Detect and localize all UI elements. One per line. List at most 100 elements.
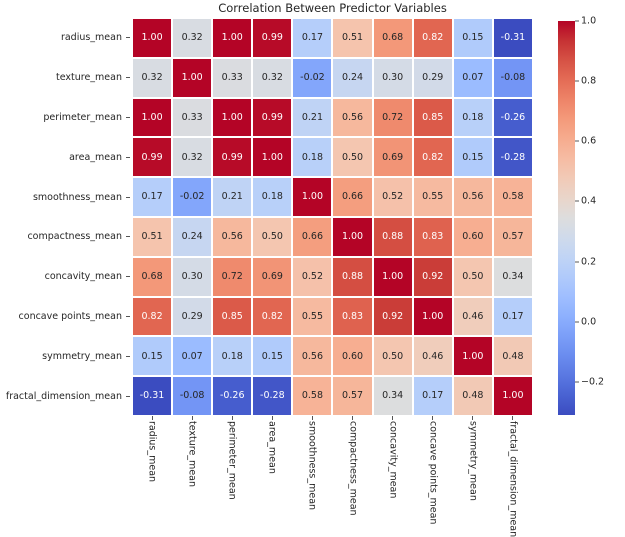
x-axis-label-slot: radius_mean: [132, 421, 172, 537]
heatmap-cell-value: 1.00: [141, 32, 163, 44]
x-axis-tick-mark: [212, 416, 252, 421]
y-axis-label: compactness_mean: [27, 231, 122, 243]
heatmap-cell-value: 0.55: [422, 191, 444, 203]
x-axis-tick-mark: [172, 416, 212, 421]
heatmap-cell-value: 0.55: [301, 310, 324, 322]
heatmap-cell: 0.50: [252, 216, 293, 257]
heatmap-cell: 0.15: [252, 336, 293, 377]
y-axis-label: fractal_dimension_mean: [5, 390, 122, 402]
heatmap-cell: 0.69: [252, 256, 293, 297]
heatmap-cell: 0.68: [132, 256, 173, 297]
heatmap-cell: 0.85: [212, 296, 253, 337]
heatmap-cell-value: -0.28: [260, 390, 285, 402]
x-axis-label: compactness_mean: [347, 421, 359, 516]
y-axis-tick-mark: [126, 297, 132, 337]
y-axis-label: radius_mean: [60, 32, 122, 44]
heatmap-cell: -0.31: [132, 376, 173, 416]
heatmap-cell: 0.34: [372, 376, 413, 416]
heatmap-cell: 0.99: [212, 137, 253, 178]
colorbar-tick-group: 1.0 0.8 0.6 0.4 0.2 0.0 −0.2: [575, 15, 618, 416]
y-axis-label: texture_mean: [55, 72, 122, 84]
colorbar-tick: −0.2: [575, 376, 604, 387]
heatmap-cell: 0.34: [492, 256, 533, 297]
heatmap-cell-value: 0.29: [422, 71, 444, 83]
colorbar-tick-label: 0.2: [581, 256, 597, 268]
heatmap-cell-value: 0.50: [382, 350, 404, 362]
y-axis-label: concavity_mean: [44, 271, 122, 283]
heatmap-cell-value: 0.69: [382, 151, 404, 163]
heatmap-cell-value: 0.21: [221, 191, 243, 203]
heatmap-cell-value: -0.31: [139, 390, 165, 402]
heatmap-cell-value: 0.60: [341, 350, 364, 362]
heatmap-cell: 0.56: [212, 216, 253, 257]
heatmap-cell-value: 0.32: [261, 71, 283, 83]
heatmap-cell-value: 0.57: [502, 231, 524, 243]
heatmap-cell-value: 0.32: [181, 151, 203, 163]
heatmap-cell: -0.02: [172, 177, 213, 217]
heatmap-cell: 0.15: [132, 336, 173, 377]
heatmap-cell-value: 0.83: [422, 231, 444, 243]
heatmap-cell: 0.52: [292, 256, 333, 297]
chart-title: Correlation Between Predictor Variables: [218, 1, 447, 15]
heatmap-cell: 1.00: [372, 256, 413, 297]
heatmap-cell: 1.00: [212, 97, 253, 138]
heatmap-cell-value: 0.46: [422, 350, 444, 362]
heatmap-cell-value: 0.82: [422, 32, 444, 44]
heatmap-cell: 1.00: [492, 376, 533, 416]
colorbar-tick-label: −0.2: [581, 376, 605, 388]
heatmap-cell: 0.50: [452, 256, 493, 297]
heatmap-cell: 0.83: [412, 216, 453, 257]
y-axis-tick-mark: [126, 257, 132, 297]
heatmap-cell-value: 0.58: [301, 390, 324, 402]
heatmap-cell-value: -0.02: [179, 191, 205, 203]
heatmap-cell: 0.17: [492, 296, 533, 337]
heatmap-cell: -0.08: [172, 376, 213, 416]
colorbar-tick-label: 1.0: [581, 15, 597, 27]
heatmap-cell-value: 0.68: [141, 270, 163, 282]
heatmap-cell-value: 1.00: [301, 191, 324, 203]
heatmap-cell-value: -0.31: [500, 32, 526, 44]
heatmap-cell-value: 0.82: [141, 310, 163, 322]
heatmap-cell: 0.21: [292, 97, 333, 138]
heatmap-cell-value: 0.88: [341, 270, 364, 282]
x-axis-label: smoothness_mean: [306, 421, 318, 511]
heatmap-cell-value: 0.30: [181, 270, 203, 282]
heatmap-cell: 0.46: [412, 336, 453, 377]
heatmap-cell: 0.68: [372, 18, 413, 58]
y-axis-label-group: radius_mean texture_mean perimeter_mean are…: [0, 18, 126, 416]
y-axis-tick-mark: [126, 376, 132, 416]
colorbar-tick-label: 0.0: [581, 316, 597, 328]
heatmap-cell: 0.72: [212, 256, 253, 297]
heatmap-cell-value: -0.28: [500, 151, 526, 163]
heatmap-cell: 1.00: [212, 18, 253, 58]
heatmap-cell: 1.00: [252, 137, 293, 178]
x-axis-label-slot: concave points_mean: [413, 421, 453, 537]
heatmap-cell-value: 0.24: [341, 71, 364, 83]
heatmap-cell: 0.15: [452, 137, 493, 178]
heatmap-cell-value: 0.52: [382, 191, 404, 203]
colorbar-tick: 0.8: [575, 76, 596, 87]
heatmap-cell: 1.00: [172, 57, 213, 98]
heatmap-cell-value: 0.83: [341, 310, 364, 322]
heatmap-cell-value: 1.00: [181, 71, 203, 83]
heatmap-cell-value: 0.07: [181, 350, 203, 362]
heatmap-cell-value: 0.72: [221, 270, 243, 282]
heatmap-cell-value: 0.52: [301, 270, 324, 282]
heatmap-cell: 0.58: [492, 177, 533, 217]
heatmap-cell: 1.00: [412, 296, 453, 337]
heatmap-cell: 0.24: [172, 216, 213, 257]
heatmap-cell: 0.30: [372, 57, 413, 98]
heatmap-cell-value: 1.00: [341, 231, 364, 243]
heatmap-cell: 0.48: [492, 336, 533, 377]
x-axis-tick-mark: [413, 416, 453, 421]
heatmap-cell: 0.66: [332, 177, 373, 217]
x-axis-label: area_mean: [266, 421, 278, 474]
heatmap-cell-value: -0.08: [179, 390, 205, 402]
heatmap-cell: 0.30: [172, 256, 213, 297]
heatmap-cell: 0.32: [252, 57, 293, 98]
heatmap-cell: 0.51: [332, 18, 373, 58]
heatmap-cell-value: 0.18: [221, 350, 243, 362]
heatmap-cell-value: 0.48: [502, 350, 524, 362]
y-axis-tick-mark: [126, 58, 132, 98]
heatmap-cell-value: 0.50: [341, 151, 364, 163]
